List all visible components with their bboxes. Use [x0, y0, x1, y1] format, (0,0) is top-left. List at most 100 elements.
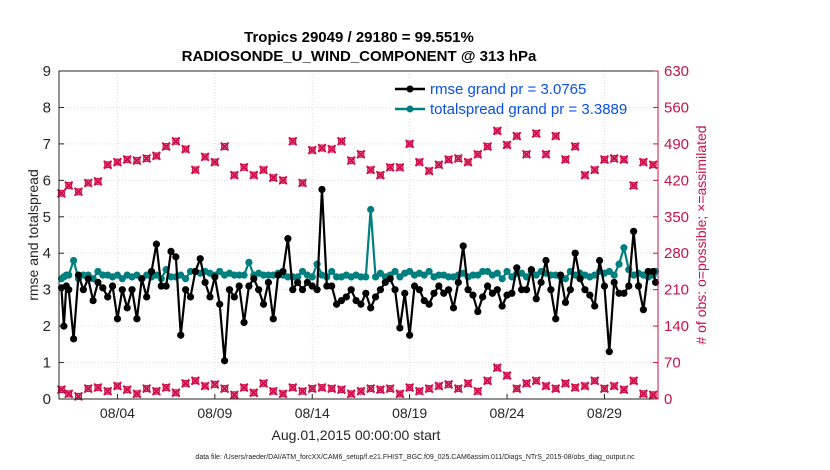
rmse-point — [152, 240, 160, 248]
obs-low-assimilated-marker — [239, 383, 249, 392]
obs-count-assimilated-marker — [561, 155, 570, 164]
obs-low-assimilated-marker — [454, 384, 463, 393]
obs-count-assimilated-marker — [619, 155, 629, 164]
obs-count-assimilated-marker — [531, 129, 541, 138]
rmse-point — [371, 293, 380, 301]
rmse-point — [201, 278, 209, 286]
obs-low-assimilated-marker — [103, 386, 112, 396]
obs-low-assimilated-marker — [113, 381, 122, 391]
obs-low-assimilated-marker — [200, 381, 210, 391]
obs-count-assimilated-marker — [629, 181, 638, 190]
rmse-point — [245, 282, 253, 290]
y-tick-label: 3 — [43, 282, 51, 299]
totalspread-point — [362, 273, 370, 281]
obs-count-assimilated-marker — [463, 157, 473, 167]
y-right-tick-label: 630 — [664, 63, 689, 80]
obs-count-assimilated-marker — [249, 170, 259, 180]
rmse-point — [537, 278, 545, 286]
rmse-point — [235, 282, 243, 290]
y-right-tick-label: 70 — [664, 355, 681, 372]
rmse-point — [586, 291, 594, 299]
y-right-tick-label: 210 — [664, 282, 689, 299]
rmse-point — [483, 282, 492, 290]
totalspread-point — [493, 269, 501, 277]
y-axis-label-right: # of obs: o=possible; ×=assimilated — [693, 125, 709, 344]
obs-low-assimilated-marker — [376, 385, 385, 394]
rmse-point — [595, 256, 604, 265]
obs-low-assimilated-marker — [317, 383, 327, 392]
obs-count-possible-marker — [230, 171, 238, 179]
obs-low-assimilated-marker — [551, 384, 561, 393]
rmse-point — [401, 289, 409, 297]
obs-count-possible-marker — [172, 137, 180, 145]
totalspread-point — [70, 256, 78, 265]
x-tick-label: 08/09 — [197, 405, 232, 421]
obs-count-markers — [57, 126, 658, 401]
rmse-point — [444, 286, 453, 294]
obs-count-assimilated-marker — [230, 170, 239, 180]
obs-count-possible-marker — [610, 154, 618, 163]
obs-count-possible-marker — [191, 166, 200, 174]
obs-count-assimilated-marker — [376, 170, 385, 180]
obs-low-possible-marker — [532, 377, 540, 385]
rmse-point — [79, 286, 87, 294]
rmse-point — [162, 282, 170, 290]
obs-count-assimilated-marker — [83, 178, 93, 188]
obs-count-possible-marker — [444, 155, 453, 164]
obs-count-assimilated-marker — [473, 150, 483, 159]
rmse-point — [123, 304, 131, 312]
rmse-point — [284, 235, 292, 243]
obs-count-assimilated-marker — [307, 145, 317, 155]
obs-low-possible-marker — [152, 387, 161, 395]
obs-low-assimilated-marker — [531, 376, 541, 386]
obs-low-assimilated-marker — [395, 389, 405, 399]
rmse-point — [576, 275, 584, 283]
totalspread-point — [240, 271, 248, 279]
x-tick-label: 08/04 — [100, 405, 135, 421]
obs-low-assimilated-marker — [541, 381, 551, 391]
obs-low-possible-marker — [279, 390, 287, 398]
obs-count-possible-marker — [425, 167, 433, 175]
obs-count-possible-marker — [94, 177, 102, 186]
obs-low-possible-marker — [230, 391, 238, 399]
obs-low-possible-marker — [503, 371, 511, 380]
obs-low-possible-marker — [211, 380, 219, 389]
rmse-point — [479, 293, 487, 301]
obs-low-possible-marker — [328, 384, 336, 393]
obs-count-possible-marker — [211, 158, 219, 166]
rmse-point — [84, 275, 92, 283]
obs-low-possible-marker — [84, 384, 92, 393]
rmse-point — [566, 286, 574, 294]
rmse-point — [464, 286, 472, 294]
y-tick-label: 7 — [43, 136, 51, 153]
obs-low-possible-marker — [269, 387, 277, 395]
rmse-point — [186, 293, 195, 301]
totalspread-point — [65, 271, 73, 279]
obs-low-possible-marker — [240, 383, 248, 392]
obs-count-assimilated-marker — [288, 136, 298, 146]
rmse-point — [65, 286, 73, 294]
obs-count-possible-marker — [503, 141, 511, 149]
obs-count-possible-marker — [600, 155, 609, 164]
obs-count-assimilated-marker — [570, 142, 580, 151]
obs-count-assimilated-marker — [444, 155, 453, 164]
totalspread-point — [425, 267, 433, 276]
rmse-point — [527, 266, 535, 274]
obs-count-possible-marker — [65, 181, 73, 190]
legend-label-spread: totalspread grand pr = 3.3889 — [430, 101, 627, 118]
obs-low-assimilated-marker — [619, 385, 629, 394]
totalspread-point — [367, 205, 375, 214]
obs-low-possible-marker — [191, 377, 200, 385]
rmse-point — [259, 300, 268, 308]
rmse-point — [216, 300, 224, 308]
rmse-point — [250, 275, 258, 283]
obs-low-assimilated-marker — [356, 386, 366, 396]
obs-low-assimilated-marker — [424, 384, 434, 393]
obs-count-assimilated-marker — [327, 144, 337, 154]
obs-count-possible-marker — [152, 152, 161, 160]
legend-box — [392, 78, 589, 118]
obs-count-assimilated-marker — [220, 142, 229, 151]
obs-count-possible-marker — [493, 127, 501, 135]
obs-count-possible-marker — [415, 158, 424, 166]
obs-count-possible-marker — [201, 153, 209, 161]
